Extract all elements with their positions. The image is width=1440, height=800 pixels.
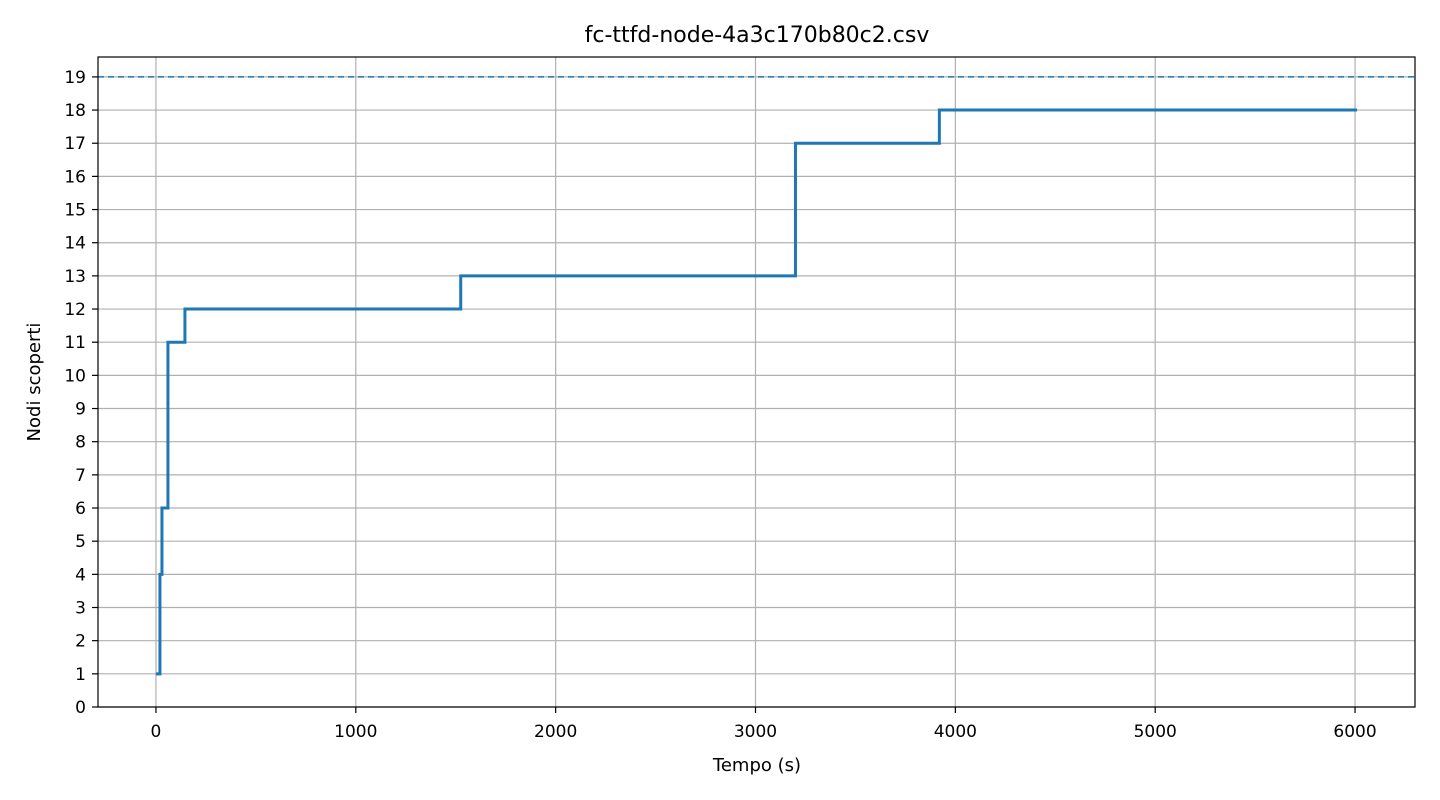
y-tick-label: 5	[75, 532, 86, 552]
y-tick-label: 1	[75, 665, 86, 685]
y-tick-label: 17	[64, 134, 86, 154]
y-tick-label: 2	[75, 632, 86, 652]
x-axis-ticks: 0 1000 2000 3000 4000 5000 6000	[151, 707, 1377, 742]
y-tick-label: 18	[64, 101, 86, 121]
y-tick-label: 4	[75, 565, 86, 585]
y-tick-label: 19	[64, 68, 86, 88]
x-tick-label: 0	[151, 722, 162, 742]
y-tick-label: 10	[64, 366, 86, 386]
x-axis-label: Tempo (s)	[712, 755, 801, 776]
x-tick-label: 2000	[534, 722, 577, 742]
x-tick-label: 1000	[334, 722, 377, 742]
y-tick-label: 8	[75, 433, 86, 453]
y-tick-label: 7	[75, 466, 86, 486]
y-axis-label: Nodi scoperti	[24, 323, 45, 442]
x-tick-label: 3000	[734, 722, 777, 742]
y-tick-label: 16	[64, 167, 86, 187]
y-tick-label: 13	[64, 267, 86, 287]
y-tick-label: 3	[75, 599, 86, 619]
y-tick-label: 14	[64, 234, 86, 254]
y-tick-label: 11	[64, 333, 86, 353]
y-tick-label: 9	[75, 400, 86, 420]
series-layer	[155, 108, 1358, 676]
chart-title: fc-ttfd-node-4a3c170b80c2.csv	[585, 23, 930, 48]
y-tick-label: 12	[64, 300, 86, 320]
y-tick-label: 15	[64, 201, 86, 221]
y-tick-label: 0	[75, 698, 86, 718]
x-tick-label: 4000	[934, 722, 977, 742]
y-tick-label: 6	[75, 499, 86, 519]
x-tick-label: 6000	[1333, 722, 1376, 742]
series-line	[155, 108, 1358, 676]
x-tick-label: 5000	[1134, 722, 1177, 742]
plot-frame	[97, 56, 1416, 708]
grid	[98, 57, 1415, 708]
